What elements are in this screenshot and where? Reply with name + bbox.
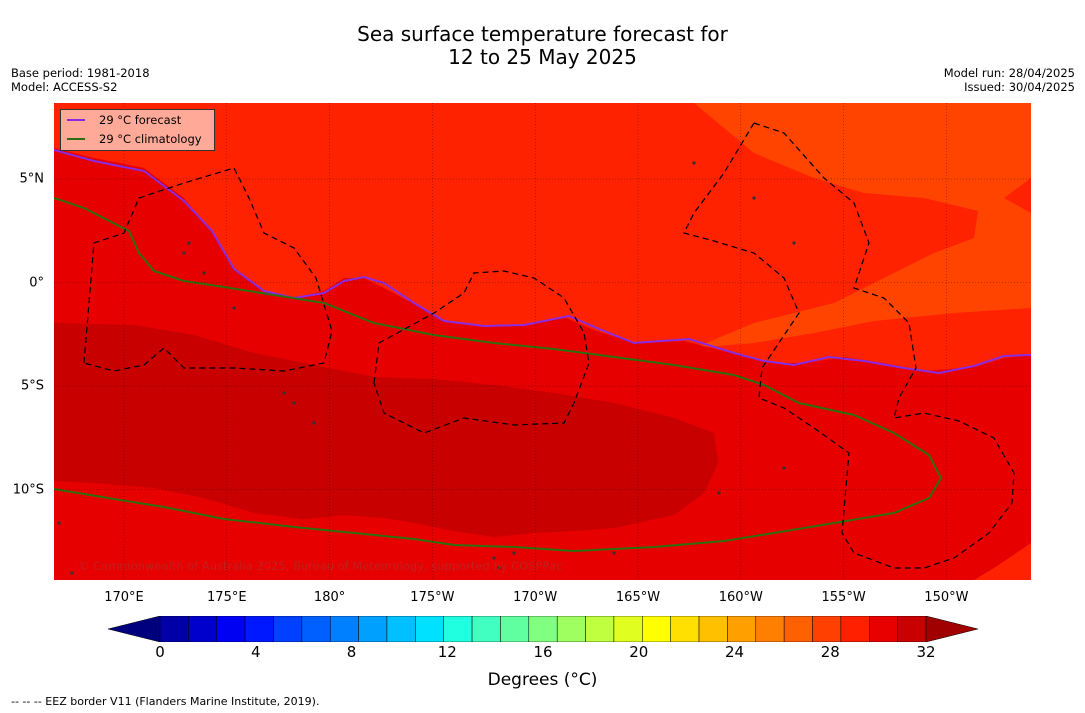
map-legend: 29 °C forecast 29 °C climatology [60,109,215,151]
colorbar-segment [329,616,359,642]
lon-tick-label: 180° [313,590,346,605]
island-dot [70,571,74,575]
lon-tick-label: 165°W [615,590,661,605]
island-dot [692,161,696,165]
island-dot [792,241,796,245]
legend-label-climatology: 29 °C climatology [99,132,202,146]
issued-text: Issued: 30/04/2025 [964,80,1075,94]
colorbar-segment [244,616,274,642]
legend-swatch-climatology [67,138,85,140]
lon-tick-label: 175°E [207,590,247,605]
colorbar-segment [698,616,728,642]
meta-left: Base period: 1981-2018 Model: ACCESS-S2 [11,66,150,94]
colorbar-segment [188,616,217,642]
lon-tick-label: 150°W [924,590,969,605]
colorbar-segment [500,616,530,642]
colorbar-segment [273,616,303,642]
colorbar-segment [386,616,416,642]
colorbar-tick-label: 16 [533,643,553,661]
islands [57,161,796,575]
model-run-text: Model run: 28/04/2025 [943,66,1075,80]
legend-swatch-forecast [67,119,85,121]
colorbar-tick-label: 28 [820,643,840,661]
colorbar-segment [783,616,813,642]
model-text: Model: ACCESS-S2 [11,80,118,94]
island-dot [492,556,496,560]
colorbar-segment [443,616,473,642]
colorbar-segment [613,616,643,642]
colorbar-tick-label: 32 [916,643,936,661]
colorbar-segment [415,616,444,642]
colorbar-segment [670,616,700,642]
lon-tick-label: 175°W [410,590,455,605]
island-dot [717,491,721,495]
island-dot [292,401,296,405]
lon-tick-label: 155°W [821,590,866,605]
island-dot [752,196,756,200]
copyright-credit: © Commonwealth of Australia 2025, Bureau… [78,559,563,573]
colorbar-segment [556,616,586,642]
base-period-text: Base period: 1981-2018 [11,66,150,80]
colorbar-segment [216,616,246,642]
island-dot [497,566,501,570]
colorbar-label: Degrees (°C) [487,670,598,690]
colorbar-segment [642,616,671,642]
colorbar-segment [159,616,189,642]
legend-entry-forecast: 29 °C forecast [67,111,181,129]
colorbar-segment [358,616,388,642]
colorbar-segment [755,616,785,642]
colorbar-segment [897,616,927,642]
lat-tick-label: 5°N [19,171,45,187]
island-dot [187,241,191,245]
sst-band-warm-27-28 [694,103,1031,348]
lon-tick-label: 160°W [718,590,763,605]
colorbar-over-arrow [925,616,978,642]
colorbar-under-arrow [108,616,161,642]
eez-border-note: -- -- -- EEZ border V11 (Flanders Marine… [11,695,320,708]
chart-title-line-1: Sea surface temperature forecast for [357,22,728,46]
colorbar-tick-label: 4 [250,643,261,661]
colorbar-segment [585,616,615,642]
colorbar-segment [528,616,558,642]
lat-tick-label: 10°S [12,482,44,497]
meta-right: Model run: 28/04/2025 Issued: 30/04/2025 [944,66,1075,94]
forecast-29c-contour [54,149,1031,375]
colorbar-tick-label: 0 [155,643,165,661]
colorbar-tick-label: 12 [437,643,457,661]
island-dot [312,421,316,425]
lat-tick-label: 5°S [20,378,44,394]
colorbar-segment [812,616,842,642]
island-dot [202,271,206,275]
island-dot [57,521,61,525]
climatology-29c-contour [54,197,943,553]
colorbar-segment [471,616,501,642]
colorbar-tick-label: 24 [724,643,745,661]
sst-band-hot-30-31 [54,323,718,537]
colorbar-tick-label: 20 [629,643,649,661]
lat-tick-label: 0° [29,275,44,290]
sst-map [54,103,1031,580]
island-dot [232,306,236,310]
colorbar-segment [840,616,870,642]
lon-tick-label: 170°W [513,590,558,605]
island-dot [282,391,286,395]
colorbar-segment [727,616,757,642]
legend-entry-climatology: 29 °C climatology [67,130,202,148]
island-dot [182,251,186,255]
colorbar-segment [869,616,898,642]
chart-title-line-2: 12 to 25 May 2025 [448,45,637,69]
legend-label-forecast: 29 °C forecast [99,113,182,127]
colorbar-tick-label: 8 [346,643,357,661]
temperature-colorbar [108,616,978,642]
colorbar-segment [301,616,331,642]
eez-borders [83,122,1015,569]
lon-tick-label: 170°E [104,590,144,605]
island-dot [512,551,516,555]
island-dot [612,551,616,555]
grid-lines [54,103,1031,580]
island-dot [782,466,786,470]
